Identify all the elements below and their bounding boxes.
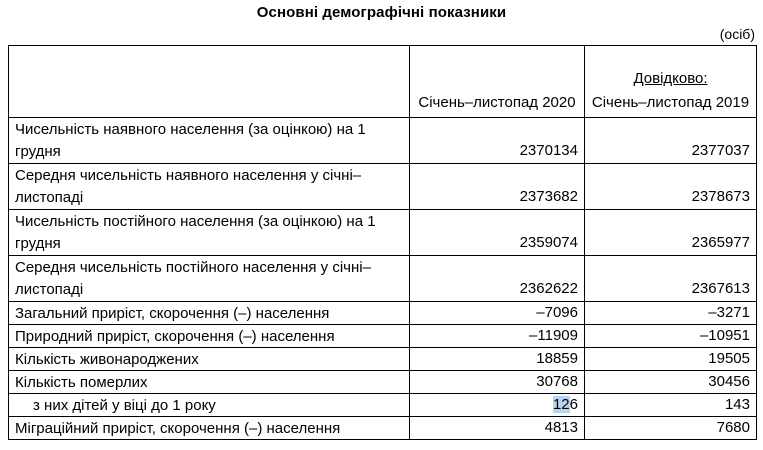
header-2019-reference: Довідково: bbox=[633, 70, 708, 87]
table-row: Міграційний приріст, скорочення (–) насе… bbox=[8, 416, 757, 440]
selected-text[interactable]: 12 bbox=[552, 396, 570, 413]
value-2020: 4813 bbox=[409, 416, 585, 440]
header-2020: Січень–листопад 2020 bbox=[409, 45, 585, 118]
value-2020: –7096 bbox=[409, 301, 585, 325]
value-2019: 30456 bbox=[584, 370, 757, 394]
row-label: Середня чисельність постійного населення… bbox=[8, 255, 410, 302]
row-label: Загальний приріст, скорочення (–) населе… bbox=[8, 301, 410, 325]
value-2019: –10951 bbox=[584, 324, 757, 348]
table-row: Кількість померлих 30768 30456 bbox=[8, 370, 757, 394]
row-label: Природний приріст, скорочення (–) населе… bbox=[8, 324, 410, 348]
table-row: Чисельність постійного населення (за оці… bbox=[8, 209, 757, 256]
header-2019: Довідково: Січень–листопад 2019 bbox=[584, 45, 757, 118]
row-label: Міграційний приріст, скорочення (–) насе… bbox=[8, 416, 410, 440]
value-2019: 19505 bbox=[584, 347, 757, 371]
table-row: Загальний приріст, скорочення (–) населе… bbox=[8, 301, 757, 325]
value-2019: 7680 bbox=[584, 416, 757, 440]
table-row: з них дітей у віці до 1 року 126 143 bbox=[8, 393, 757, 417]
table-row: Природний приріст, скорочення (–) населе… bbox=[8, 324, 757, 348]
document-title: Основні демографічні показники bbox=[256, 4, 507, 21]
value-2020: 2359074 bbox=[409, 209, 585, 256]
value-2019: 2367613 bbox=[584, 255, 757, 302]
table-header-row: Січень–листопад 2020 Довідково: Січень–л… bbox=[8, 45, 757, 118]
header-label-cell bbox=[8, 45, 410, 118]
table-row: Середня чисельність наявного населення у… bbox=[8, 163, 757, 210]
demographics-table: Січень–листопад 2020 Довідково: Січень–л… bbox=[8, 45, 757, 440]
row-label: Чисельність наявного населення (за оцінк… bbox=[8, 117, 410, 164]
value-2020: 18859 bbox=[409, 347, 585, 371]
value-2019: 2378673 bbox=[584, 163, 757, 210]
value-2020: 2362622 bbox=[409, 255, 585, 302]
table-row: Кількість живонароджених 18859 19505 bbox=[8, 347, 757, 371]
table-row: Середня чисельність постійного населення… bbox=[8, 255, 757, 302]
value-2020-rest: 6 bbox=[569, 396, 578, 413]
value-2019: 2377037 bbox=[584, 117, 757, 164]
value-2020: 30768 bbox=[409, 370, 585, 394]
value-2020: 2370134 bbox=[409, 117, 585, 164]
value-2020: 2373682 bbox=[409, 163, 585, 210]
row-label: Середня чисельність наявного населення у… bbox=[8, 163, 410, 210]
table-row: Чисельність наявного населення (за оцінк… bbox=[8, 117, 757, 164]
value-2019: 143 bbox=[584, 393, 757, 417]
value-2020[interactable]: 126 bbox=[409, 393, 585, 417]
row-label: Чисельність постійного населення (за оці… bbox=[8, 209, 410, 256]
unit-label: (осіб) bbox=[719, 26, 755, 42]
value-2019: –3271 bbox=[584, 301, 757, 325]
value-2020: –11909 bbox=[409, 324, 585, 348]
row-label: з них дітей у віці до 1 року bbox=[8, 393, 410, 417]
row-label: Кількість живонароджених bbox=[8, 347, 410, 371]
header-2019-period: Січень–листопад 2019 bbox=[591, 94, 750, 111]
value-2019: 2365977 bbox=[584, 209, 757, 256]
row-label: Кількість померлих bbox=[8, 370, 410, 394]
